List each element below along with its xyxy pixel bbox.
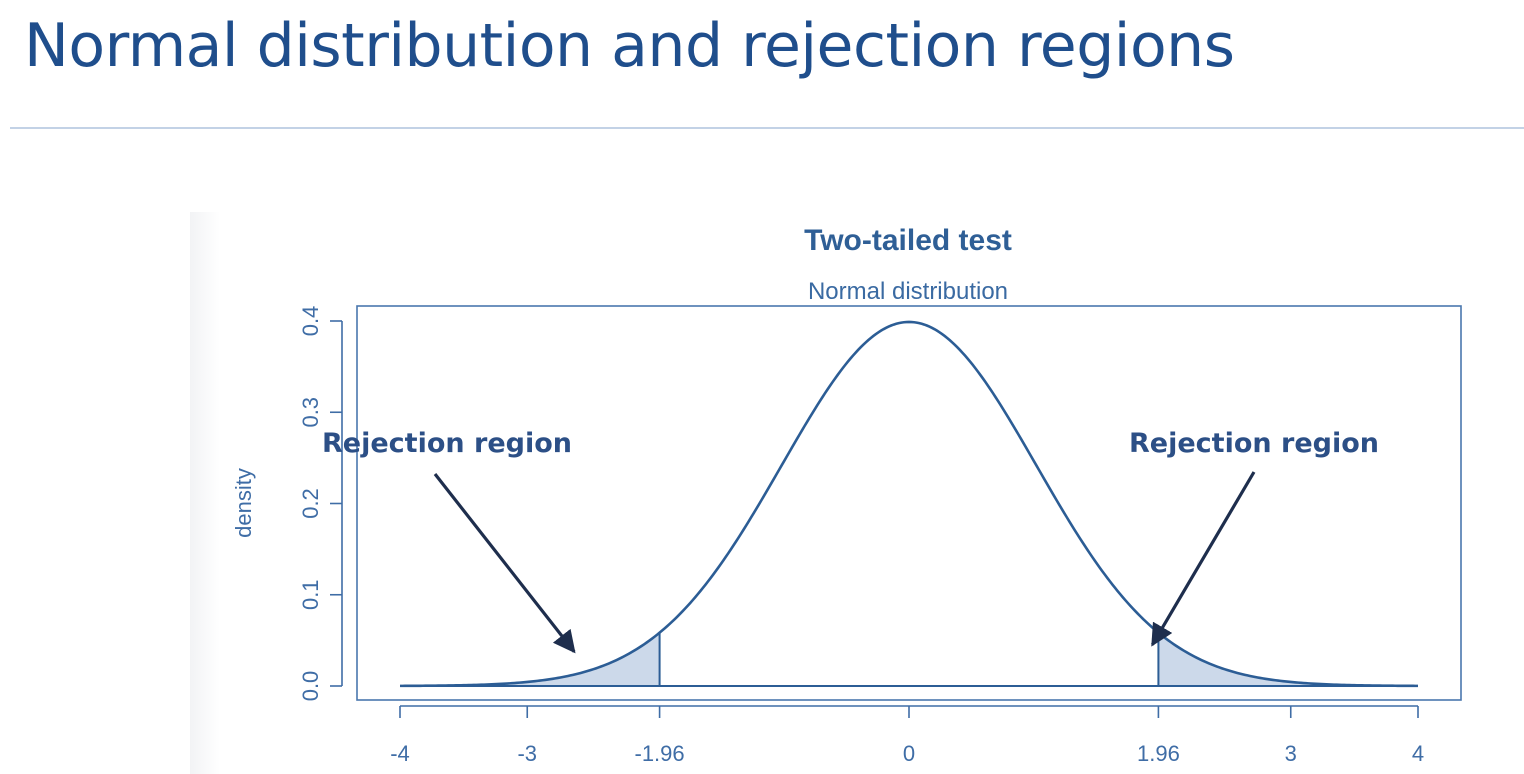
title-divider [10,127,1524,129]
y-tick-label: 0.2 [298,488,323,519]
y-tick-label: 0.4 [298,306,323,337]
y-tick-label: 0.0 [298,671,323,702]
x-tick-label: 1.96 [1137,741,1180,766]
x-tick-label: -4 [390,741,410,766]
y-tick-label: 0.1 [298,579,323,610]
rejection-region-fill-right [1158,632,1418,686]
chart-backdrop-edge [190,212,220,774]
rejection-region-arrow-left [433,473,576,654]
x-tick-label: -1.96 [635,741,685,766]
density-curve [399,320,1419,688]
plot-frame [356,305,1462,701]
x-tick-label: -3 [517,741,537,766]
x-tick-label: 3 [1285,741,1297,766]
chart-subtitle: Normal distribution [808,278,1008,305]
rejection-region-fill-left [400,632,660,686]
x-tick-label: 0 [903,741,915,766]
y-axis-label: density [231,468,256,538]
rejection-region-label-left: Rejection region [322,428,572,459]
chart-title: Two-tailed test [804,224,1012,257]
slide-title: Normal distribution and rejection region… [24,11,1235,81]
y-tick-label: 0.3 [298,397,323,428]
x-tick-label: 4 [1412,741,1424,766]
rejection-region-arrow-right [1151,471,1256,647]
rejection-region-label-right: Rejection region [1129,428,1379,459]
